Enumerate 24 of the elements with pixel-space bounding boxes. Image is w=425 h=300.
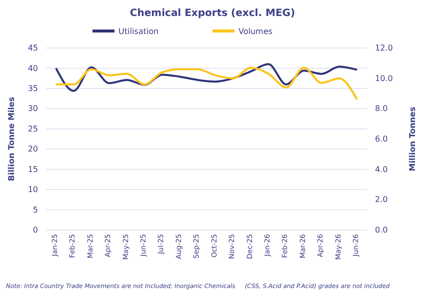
- y2-tick-label: 2.0: [375, 195, 388, 204]
- y-tick-label: 5: [32, 205, 38, 214]
- y-tick-label: 0: [32, 226, 38, 235]
- y-tick-label: 15: [28, 164, 38, 174]
- y-tick-label: 20: [28, 144, 38, 154]
- legend-label: Utilisation: [118, 27, 159, 36]
- y-axis-title: Billion Tonne Miles: [7, 96, 16, 182]
- y-tick-label: 10: [28, 185, 38, 194]
- y2-axis-title: Million Tonnes: [408, 106, 417, 172]
- y2-tick-label: 6.0: [375, 134, 388, 144]
- y2-tick-label: 12.0: [375, 44, 393, 53]
- legend-label: Volumes: [238, 27, 272, 36]
- y2-tick-label: 4.0: [375, 164, 388, 174]
- chart-title: Chemical Exports (excl. MEG): [130, 8, 296, 19]
- y2-tick-label: 10.0: [375, 74, 393, 83]
- line-series: [55, 63, 358, 92]
- y-tick-label: 25: [28, 124, 38, 134]
- y2-tick-label: 0.0: [375, 226, 388, 235]
- y2-tick-label: 8.0: [375, 104, 388, 114]
- line-series: [55, 66, 358, 101]
- y-tick-label: 45: [28, 44, 38, 53]
- y-tick-label: 30: [28, 104, 38, 114]
- y-tick-label: 40: [28, 64, 38, 73]
- y-tick-label: 35: [28, 84, 38, 94]
